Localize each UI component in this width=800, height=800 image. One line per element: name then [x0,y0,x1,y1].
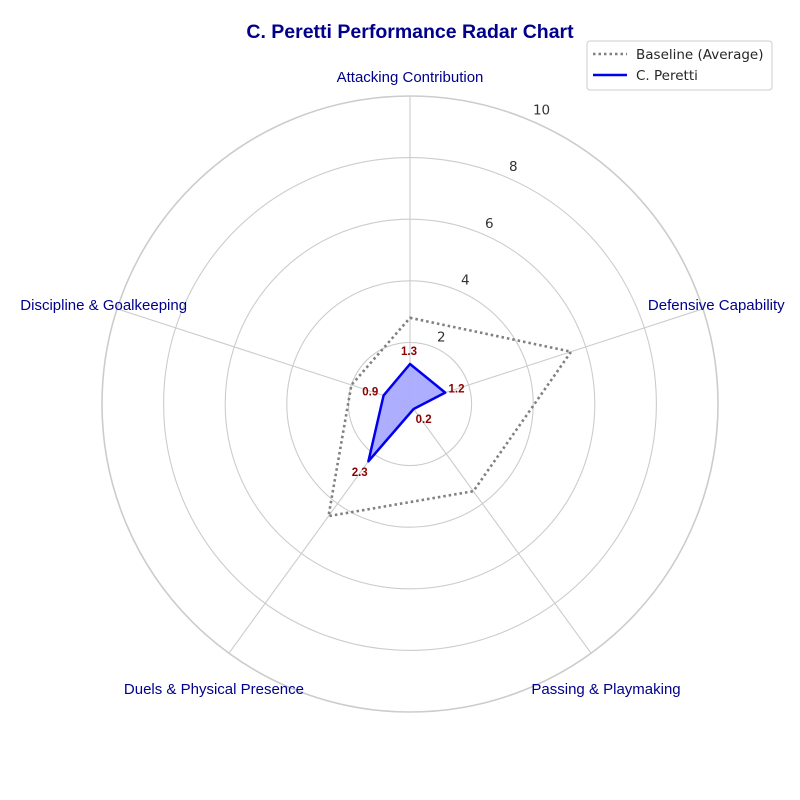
data-label: 0.9 [362,386,378,398]
axis-spoke [116,308,411,405]
series-line-1 [367,362,447,463]
axis-spoke [409,308,704,405]
axis-spoke [409,403,592,654]
series-layer [327,316,573,518]
axis-label: Attacking Contribution [337,69,484,86]
radial-tick-label: 4 [461,273,470,289]
legend-box [586,40,773,91]
chart-title: C. Peretti Performance Radar Chart [246,21,574,43]
data-label: 1.2 [449,384,465,396]
radial-tick-label: 10 [533,102,550,118]
radial-tick-label: 8 [509,159,518,175]
radial-tick-label: 2 [437,329,446,345]
axis-label: Passing & Playmaking [531,681,680,698]
axis-label: Defensive Capability [648,297,785,314]
series-line-0 [327,316,573,518]
legend-label-baseline: Baseline (Average) [636,47,764,63]
series-fill-1 [368,364,446,462]
data-label: 0.2 [416,414,432,426]
radial-tick-label: 6 [485,216,494,232]
legend: Baseline (Average) C. Peretti [586,40,773,91]
axis-label: Duels & Physical Presence [124,681,304,698]
label-layer: 2 4 6 8 10 Attacking Contribution Defensive Ca… [20,69,785,698]
legend-label-player: C. Peretti [636,68,698,84]
data-label: 2.3 [352,467,368,479]
data-label: 1.3 [401,346,417,358]
axis-label: Discipline & Goalkeeping [20,297,187,314]
